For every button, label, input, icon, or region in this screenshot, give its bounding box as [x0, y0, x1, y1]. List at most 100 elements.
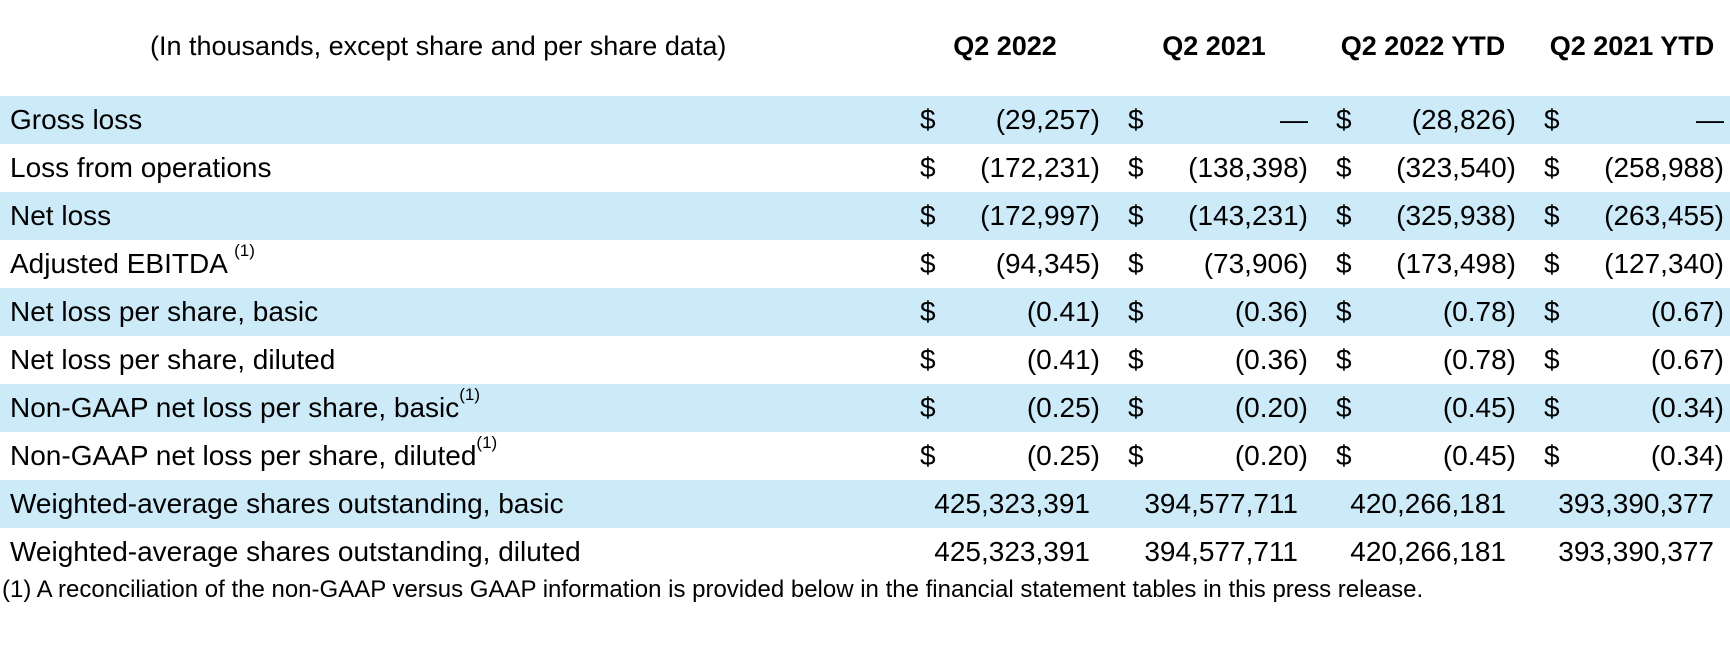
row-label-text: Adjusted EBITDA [10, 248, 235, 279]
value-cell: (0.34) [1650, 392, 1724, 423]
column-header-q2-2021: Q2 2021 [1162, 31, 1266, 61]
currency-symbol: $ [920, 200, 936, 231]
value-cell: (0.34) [1650, 440, 1724, 471]
currency-symbol: $ [1336, 152, 1352, 183]
currency-symbol: $ [1128, 344, 1144, 375]
table-row: Net loss per share, diluted $ (0.41) $ (0.36… [0, 336, 1730, 384]
row-label-text: Non-GAAP net loss per share, basic [10, 392, 460, 423]
row-label: Non-GAAP net loss per share, diluted(1) [10, 432, 497, 480]
row-label: Loss from operations [10, 144, 271, 192]
value-cell: (0.67) [1650, 296, 1724, 327]
currency-symbol: $ [1544, 200, 1560, 231]
currency-symbol: $ [1128, 104, 1144, 135]
value-cell: (258,988) [1604, 152, 1724, 183]
currency-symbol: $ [1336, 440, 1352, 471]
currency-symbol: $ [1128, 200, 1144, 231]
row-label-text: Weighted-average shares outstanding, bas… [10, 488, 564, 519]
value-cell: (0.25) [1026, 392, 1100, 423]
share-count-cell: 393,390,377 [1558, 536, 1714, 567]
row-label: Adjusted EBITDA (1) [10, 240, 255, 288]
share-count-cell: 420,266,181 [1350, 536, 1506, 567]
value-cell: (0.36) [1234, 296, 1308, 327]
currency-symbol: $ [1336, 104, 1352, 135]
currency-symbol: $ [920, 440, 936, 471]
row-label-text: Net loss [10, 200, 112, 231]
table-row: Weighted-average shares outstanding, dil… [0, 528, 1730, 576]
footnote: (1) A reconciliation of the non-GAAP ver… [2, 576, 1424, 603]
value-cell: (172,997) [980, 200, 1100, 231]
currency-symbol: $ [1336, 296, 1352, 327]
currency-symbol: $ [1128, 152, 1144, 183]
currency-symbol: $ [920, 104, 936, 135]
share-count-cell: 394,577,711 [1144, 536, 1298, 567]
share-count-cell: 394,577,711 [1144, 488, 1298, 519]
value-cell: (173,498) [1396, 248, 1516, 279]
currency-symbol: $ [920, 296, 936, 327]
currency-symbol: $ [1544, 248, 1560, 279]
value-cell: (0.20) [1234, 440, 1308, 471]
table-row: Non-GAAP net loss per share, basic(1) $ (0… [0, 384, 1730, 432]
table-row: Adjusted EBITDA (1) $ (94,345) $ (73,906) $ (1… [0, 240, 1730, 288]
currency-symbol: $ [920, 248, 936, 279]
row-label: Gross loss [10, 96, 142, 144]
value-cell: (0.25) [1026, 440, 1100, 471]
value-cell: (172,231) [980, 152, 1100, 183]
value-cell: (263,455) [1604, 200, 1724, 231]
share-count-cell: 420,266,181 [1350, 488, 1506, 519]
footnote-marker: (1) [476, 433, 498, 452]
currency-symbol: $ [920, 344, 936, 375]
row-label-text: Loss from operations [10, 152, 272, 183]
column-header-q2-2022: Q2 2022 [953, 31, 1057, 61]
value-cell: (127,340) [1604, 248, 1724, 279]
value-cell: (94,345) [995, 248, 1100, 279]
currency-symbol: $ [1544, 152, 1560, 183]
value-cell: (0.41) [1026, 344, 1100, 375]
currency-symbol: $ [1544, 440, 1560, 471]
table-units-caption: (In thousands, except share and per shar… [150, 31, 727, 61]
currency-symbol: $ [1336, 200, 1352, 231]
currency-symbol: $ [1128, 296, 1144, 327]
value-cell: (143,231) [1188, 200, 1308, 231]
currency-symbol: $ [1544, 104, 1560, 135]
currency-symbol: $ [1544, 344, 1560, 375]
currency-symbol: $ [1128, 440, 1144, 471]
value-cell: (28,826) [1411, 104, 1516, 135]
value-cell: (73,906) [1203, 248, 1308, 279]
footnote-marker: (1) [234, 241, 255, 260]
row-label: Non-GAAP net loss per share, basic(1) [10, 384, 480, 432]
value-cell: — [1696, 104, 1724, 135]
table-row: Net loss per share, basic $ (0.41) $ (0.36) $… [0, 288, 1730, 336]
column-header-q2-2021-ytd: Q2 2021 YTD [1549, 31, 1715, 61]
table-row: Non-GAAP net loss per share, diluted(1) $… [0, 432, 1730, 480]
table-row: Loss from operations $ (172,231) $ (138,398)… [0, 144, 1730, 192]
row-label: Weighted-average shares outstanding, bas… [10, 480, 564, 528]
row-label-text: Net loss per share, diluted [10, 344, 336, 375]
row-label: Net loss per share, diluted [10, 336, 335, 384]
value-cell: (0.67) [1650, 344, 1724, 375]
value-cell: (0.45) [1442, 440, 1516, 471]
value-cell: (0.20) [1234, 392, 1308, 423]
currency-symbol: $ [1128, 392, 1144, 423]
currency-symbol: $ [1336, 248, 1352, 279]
currency-symbol: $ [920, 392, 936, 423]
table-row: Weighted-average shares outstanding, bas… [0, 480, 1730, 528]
table-row: Net loss $ (172,997) $ (143,231) $ (325,938) $ (… [0, 192, 1730, 240]
currency-symbol: $ [1128, 248, 1144, 279]
row-label: Weighted-average shares outstanding, dil… [10, 528, 581, 576]
row-label: Net loss per share, basic [10, 288, 318, 336]
currency-symbol: $ [1336, 392, 1352, 423]
column-header-q2-2022-ytd: Q2 2022 YTD [1340, 31, 1506, 61]
value-cell: (0.78) [1442, 344, 1516, 375]
table-row: Gross loss $ (29,257) $ — $ (28,826) $ — [0, 96, 1730, 144]
currency-symbol: $ [1336, 344, 1352, 375]
value-cell: (0.78) [1442, 296, 1516, 327]
value-cell: (29,257) [995, 104, 1100, 135]
row-label: Net loss [10, 192, 111, 240]
share-count-cell: 393,390,377 [1558, 488, 1714, 519]
row-label-text: Net loss per share, basic [10, 296, 319, 327]
currency-symbol: $ [920, 152, 936, 183]
row-label-text: Non-GAAP net loss per share, diluted [10, 440, 477, 471]
share-count-cell: 425,323,391 [934, 536, 1090, 567]
footnote-marker: (1) [459, 385, 481, 404]
